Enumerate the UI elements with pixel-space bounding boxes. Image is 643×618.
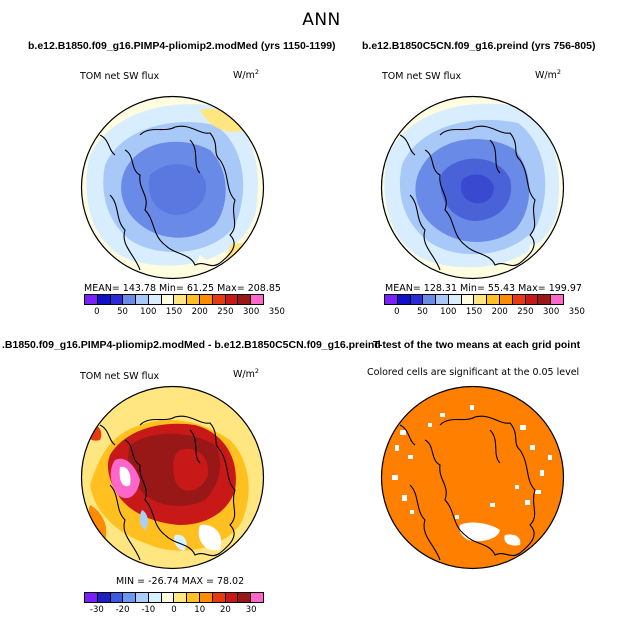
panel3-colorbar-tick: 0	[171, 605, 177, 615]
panel1-colorbar-tick: 50	[117, 307, 128, 317]
panel3-colorbar-tick: 10	[194, 605, 206, 615]
figure-title: ANN	[302, 10, 341, 30]
panel1-units: W/m2	[233, 68, 259, 82]
panel1-colorbar-cell	[136, 295, 149, 304]
panel1-title: b.e12.B1850.f09_g16.PIMP4-pliomip2.modMe…	[28, 40, 336, 52]
panel1-colorbar-tick: 150	[165, 307, 183, 317]
panel2-units: W/m2	[535, 68, 561, 82]
panel2-colorbar-cell	[487, 295, 501, 304]
panel3-colorbar-tick: -10	[141, 605, 156, 615]
panel3-colorbar-cell	[97, 593, 111, 602]
panel3-colorbar	[84, 592, 264, 603]
panel3-colorbar-tick: 30	[245, 605, 257, 615]
panel1-colorbar-tick: 250	[217, 307, 234, 317]
panel3-colorbar-cell	[200, 593, 213, 602]
panel1-colorbar-cell	[123, 295, 137, 304]
panel1-colorbar-cell	[251, 295, 263, 304]
panel1-colorbar-tick: 300	[243, 307, 260, 317]
panel3-colorbar-cell	[136, 593, 149, 602]
panel1-colorbar-cell	[161, 295, 175, 304]
panel2-colorbar-cell	[538, 295, 552, 304]
panel1-colorbar-tick: 0	[94, 307, 100, 317]
panel2-colorbar-tick: 100	[440, 307, 457, 317]
panel2-colorbar-tick: 300	[543, 307, 560, 317]
panel1-colorbar-cell	[238, 295, 252, 304]
panel2-colorbar-cell	[410, 295, 424, 304]
panel3-colorbar-tick: -20	[115, 605, 130, 615]
panel3-colorbar-cell	[148, 593, 162, 602]
panel3-colorbar-cell	[174, 593, 188, 602]
panel1-colorbar-cell	[85, 295, 98, 304]
panel3-variable: TOM net SW flux	[80, 371, 160, 382]
panel1-colorbar-cell	[174, 295, 188, 304]
panel2-colorbar-cell	[525, 295, 539, 304]
panel1-map	[80, 95, 265, 280]
panel3-colorbar-tick: 20	[220, 605, 231, 615]
panel4-subtitle: Colored cells are significant at the 0.0…	[367, 367, 580, 378]
panel3-colorbar-cell	[187, 593, 201, 602]
panel3-title: .B1850.f09_g16.PIMP4-pliomip2.modMed - b…	[2, 339, 381, 351]
panel3-colorbar-cell	[85, 593, 98, 602]
panel1-stats: MEAN= 143.78 Min= 61.25 Max= 208.85	[84, 283, 281, 294]
panel4-map	[380, 385, 565, 570]
panel3-colorbar-tick: -30	[89, 605, 104, 615]
panel1-colorbar-tick: 350	[268, 307, 285, 317]
panel2-colorbar-tick: 50	[417, 307, 428, 317]
panel3-colorbar-cell	[238, 593, 252, 602]
panel3-colorbar-cell	[212, 593, 226, 602]
panel2-stats: MEAN= 128.31 Min= 55.43 Max= 199.97	[385, 283, 582, 294]
panel2-colorbar-cell	[512, 295, 526, 304]
panel2-title: b.e12.B1850C5CN.f09_g16.preind (yrs 756-…	[362, 40, 596, 52]
panel3-map	[80, 385, 265, 570]
panel2-colorbar-cell	[423, 295, 437, 304]
panel4-title: T-test of the two means at each grid poi…	[373, 339, 581, 351]
panel1-colorbar-cell	[212, 295, 226, 304]
panel2-colorbar-tick: 0	[394, 307, 400, 317]
panel3-stats: MIN = -26.74 MAX = 78.02	[116, 576, 245, 587]
panel2-colorbar-tick: 350	[568, 307, 585, 317]
panel2-colorbar-tick: 200	[491, 307, 508, 317]
panel1-colorbar-cell	[97, 295, 111, 304]
panel1-colorbar-cell	[148, 295, 162, 304]
panel3-colorbar-cell	[123, 593, 137, 602]
panel1-colorbar-tick: 200	[191, 307, 208, 317]
panel2-colorbar-cell	[551, 295, 563, 304]
panel2-colorbar-cell	[448, 295, 462, 304]
panel1-variable: TOM net SW flux	[80, 71, 160, 82]
panel3-colorbar-cell	[251, 593, 263, 602]
panel2-colorbar	[384, 294, 564, 305]
panel2-colorbar-cell	[474, 295, 488, 304]
panel1-colorbar-cell	[187, 295, 201, 304]
panel3-colorbar-cell	[110, 593, 124, 602]
panel2-colorbar-tick: 150	[465, 307, 483, 317]
panel1-colorbar-cell	[200, 295, 213, 304]
panel1-colorbar-cell	[225, 295, 239, 304]
panel2-map	[380, 95, 565, 280]
panel2-variable: TOM net SW flux	[382, 71, 462, 82]
panel1-colorbar	[84, 294, 264, 305]
panel2-colorbar-cell	[461, 295, 475, 304]
panel1-colorbar-tick: 100	[140, 307, 157, 317]
panel3-units: W/m2	[233, 367, 259, 381]
panel2-colorbar-cell	[397, 295, 411, 304]
panel2-colorbar-cell	[436, 295, 449, 304]
panel2-colorbar-cell	[385, 295, 398, 304]
panel2-colorbar-cell	[500, 295, 513, 304]
panel2-colorbar-tick: 250	[517, 307, 534, 317]
panel1-colorbar-cell	[110, 295, 124, 304]
panel3-colorbar-cell	[161, 593, 175, 602]
panel3-colorbar-cell	[225, 593, 239, 602]
